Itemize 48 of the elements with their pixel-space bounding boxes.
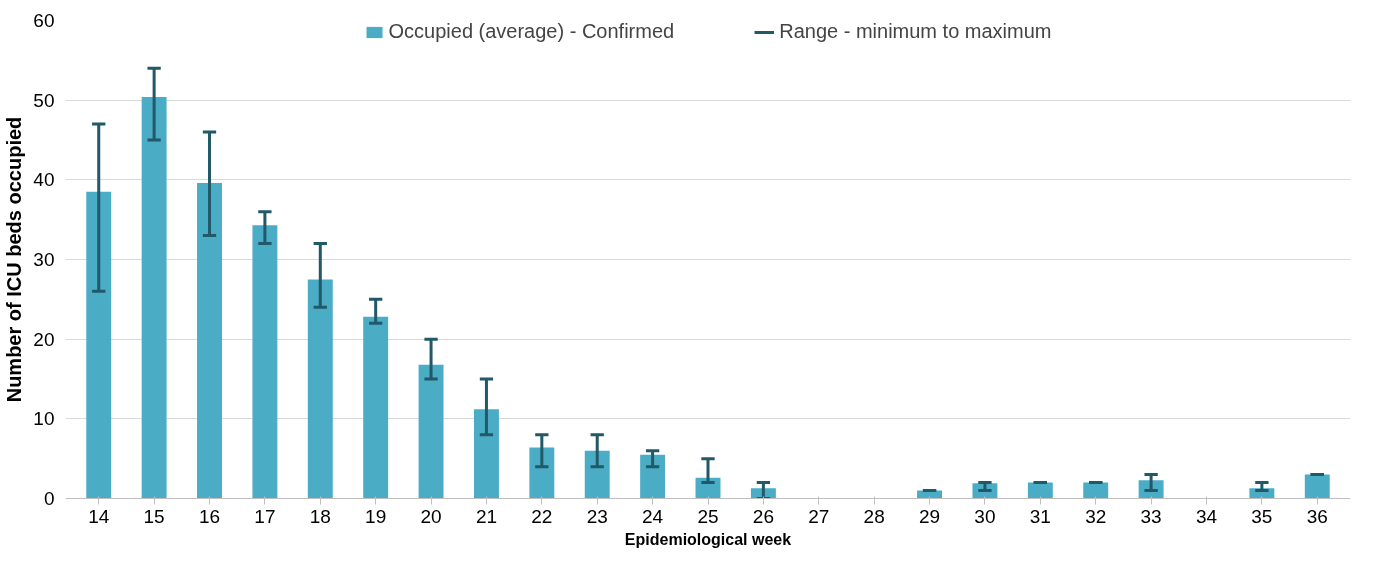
x-tick-label: 18 [309, 505, 331, 527]
x-tick-label: 27 [808, 505, 830, 527]
legend-label: Occupied (average) - Confirmed [388, 20, 675, 43]
bar [529, 447, 555, 499]
x-tick-label: 16 [198, 505, 221, 527]
bar [307, 279, 333, 499]
x-tick-label: 21 [475, 505, 498, 527]
x-tick-label: 15 [143, 505, 165, 527]
bar [197, 183, 222, 499]
y-tick-label: 60 [33, 10, 55, 31]
x-tick-label: 17 [254, 505, 276, 527]
x-tick-label: 14 [88, 505, 110, 527]
bar [418, 364, 444, 499]
x-tick-label: 30 [974, 505, 996, 527]
x-tick-label: 22 [531, 505, 553, 527]
bar [1304, 474, 1330, 499]
x-tick-label: 25 [697, 505, 719, 527]
bar [141, 96, 167, 499]
y-tick-label: 0 [43, 488, 55, 509]
y-tick-label: 30 [33, 249, 55, 270]
y-tick-label: 40 [33, 169, 55, 191]
bar [584, 450, 610, 499]
x-tick-label: 34 [1195, 505, 1218, 527]
x-tick-label: 26 [752, 505, 774, 527]
x-axis-title: Epidemiological week [624, 530, 792, 548]
x-tick-label: 28 [863, 505, 885, 527]
bar [640, 454, 666, 499]
bar [252, 225, 278, 499]
annotation: Range - minimum to maximum [779, 20, 1052, 43]
x-tick-label: 31 [1029, 505, 1051, 527]
y-tick-label: 10 [33, 408, 55, 430]
bar [86, 191, 112, 499]
bar [363, 316, 389, 499]
x-tick-label: 20 [420, 505, 442, 527]
x-tick-label: 36 [1306, 505, 1328, 527]
y-tick-label: 20 [33, 328, 55, 350]
x-tick-label: 35 [1251, 505, 1273, 527]
bar [473, 409, 499, 499]
bar [1027, 482, 1053, 499]
x-tick-label: 29 [918, 505, 941, 527]
y-tick-label: 50 [33, 89, 55, 111]
y-axis-title: Number of ICU beds occupied [3, 116, 26, 403]
x-tick-label: 23 [586, 505, 608, 527]
x-tick-label: 19 [365, 505, 387, 527]
bar [1083, 482, 1109, 499]
x-tick-label: 24 [642, 505, 664, 527]
x-tick-label: 32 [1085, 505, 1107, 527]
x-tick-label: 33 [1140, 505, 1162, 527]
